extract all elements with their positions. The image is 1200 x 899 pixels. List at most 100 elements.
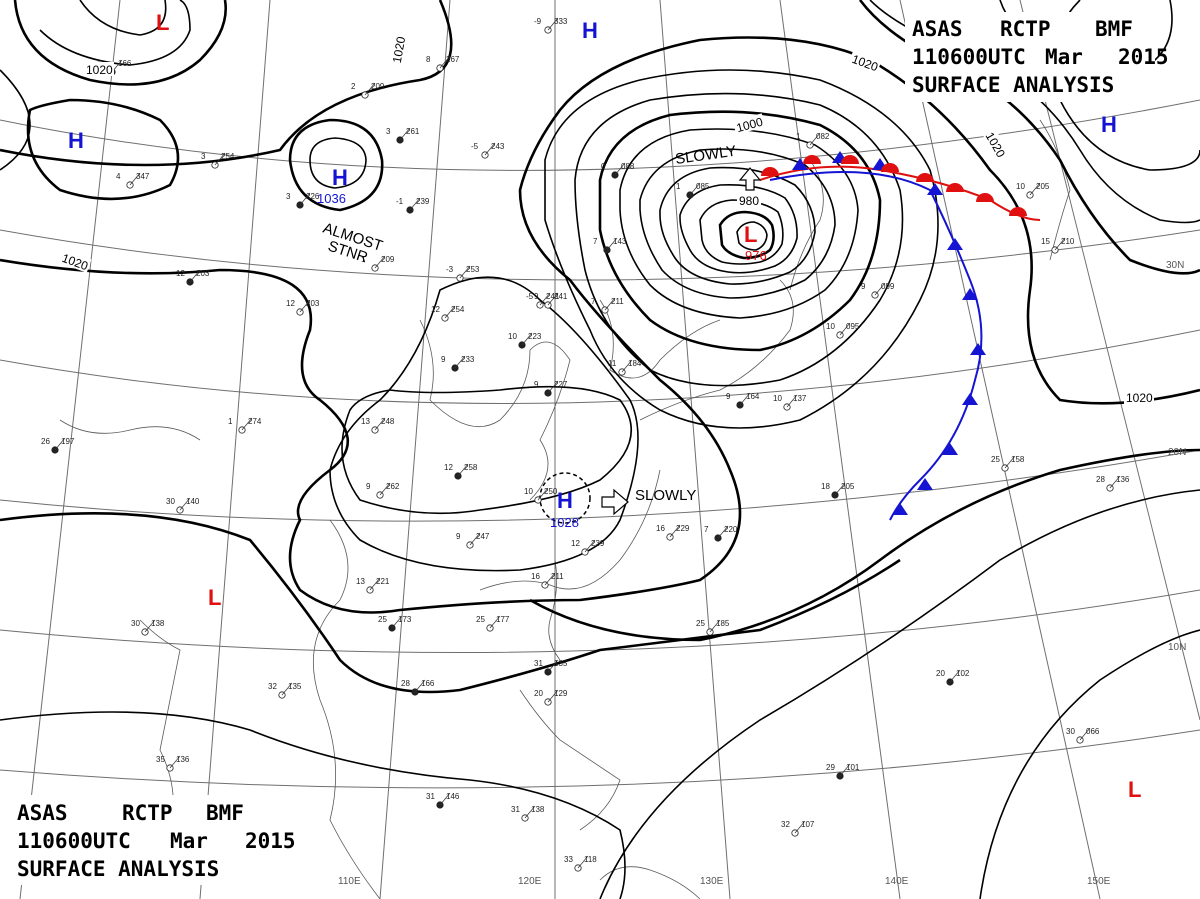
station-plot: 28 136	[1096, 475, 1130, 492]
high-center-4: H	[1101, 112, 1117, 137]
station-pressure: 135	[554, 659, 568, 668]
station-pressure: 166	[421, 679, 435, 688]
station-temp: 9	[441, 355, 446, 364]
wind-barb	[214, 152, 226, 166]
station-plot: 9 099	[861, 282, 895, 299]
wind-barb	[189, 269, 201, 283]
wind-barb	[129, 172, 141, 186]
station-plot: 13 248	[361, 417, 395, 434]
svg-text:1020: 1020	[390, 35, 408, 64]
wind-barb	[604, 297, 616, 311]
cold-front	[769, 171, 983, 521]
station-temp: 32	[781, 820, 790, 829]
wind-barb	[399, 127, 411, 141]
motion-arrow-east	[601, 488, 629, 516]
station-pressure: 211	[551, 572, 564, 581]
wind-barb	[524, 805, 536, 819]
svg-text:2015: 2015	[1118, 45, 1169, 69]
low-pressure-value: 976	[745, 248, 767, 263]
station-pressure: 140	[186, 497, 200, 506]
wind-barb	[834, 482, 846, 496]
station-pressure: 258	[464, 463, 478, 472]
station-plot: 12 239	[571, 539, 605, 556]
station-plot: 18 205	[821, 482, 855, 499]
station-pressure: 243	[491, 142, 505, 151]
station-pressure: 184	[628, 359, 642, 368]
high-pressure-value-1028: 1028	[550, 515, 579, 530]
station-temp: 13	[361, 417, 370, 426]
station-plot: 25 177	[476, 615, 510, 632]
svg-text:980: 980	[739, 194, 759, 208]
wind-barb	[614, 162, 626, 176]
station-pressure: 205	[841, 482, 855, 491]
station-pressure: 254	[221, 152, 235, 161]
wind-barb	[521, 332, 533, 346]
station-plot: 9 227	[534, 380, 568, 397]
station-plot: 10 137	[773, 394, 807, 411]
svg-text:L: L	[744, 222, 757, 247]
station-temp: 9	[534, 292, 539, 301]
station-pressure: 143	[613, 237, 627, 246]
station-plot: 9 241	[534, 292, 568, 309]
station-pressure: 211	[611, 297, 624, 306]
station-pressure: 085	[696, 182, 710, 191]
station-plot: -5 243	[471, 142, 505, 159]
station-pressure: 205	[1036, 182, 1050, 191]
station-temp: 31	[426, 792, 435, 801]
wind-barb	[606, 237, 618, 251]
warm-front-semicircle	[881, 163, 899, 172]
station-plot: 7 220	[704, 525, 738, 542]
low-center-4: L 976	[744, 222, 767, 263]
wind-barb	[547, 17, 559, 31]
station-temp: 25	[378, 615, 387, 624]
station-plot: 31 146	[426, 792, 460, 809]
station-pressure: 254	[451, 305, 465, 314]
motion-arrow-north	[738, 167, 762, 191]
svg-text:2015: 2015	[245, 829, 296, 853]
station-pressure: 247	[476, 532, 490, 541]
wind-barb	[584, 539, 596, 553]
station-temp: 28	[401, 679, 410, 688]
station-temp: 18	[821, 482, 830, 491]
station-plot: 28 166	[401, 679, 435, 696]
wind-barb	[299, 192, 311, 206]
station-plot: 2 209	[351, 82, 385, 99]
svg-text:H: H	[68, 128, 84, 153]
wind-barb	[379, 482, 391, 496]
wind-barb	[839, 763, 851, 777]
cold-front-triangle	[892, 503, 908, 515]
lat-label-20n: 20N	[1168, 447, 1186, 458]
title-block-top: ASAS RCTP BMF 110600UTC Mar 2015 SURFACE…	[905, 12, 1169, 102]
station-temp: 31	[511, 805, 520, 814]
station-pressure: 203	[196, 269, 210, 278]
wind-barb	[537, 487, 549, 501]
station-pressure: 267	[446, 55, 460, 64]
wind-barb	[439, 55, 451, 69]
wind-barb	[689, 182, 701, 196]
station-plot: 0 088	[601, 162, 635, 179]
front-symbols	[761, 151, 1027, 515]
station-pressure: 220	[724, 525, 738, 534]
wind-barb	[949, 669, 961, 683]
station-pressure: 248	[381, 417, 395, 426]
svg-text:H: H	[332, 165, 348, 190]
svg-text:1020: 1020	[1126, 391, 1153, 405]
station-pressure: 129	[554, 689, 568, 698]
warm-front-semicircle	[976, 193, 994, 202]
wind-barb	[786, 394, 798, 408]
station-plot: 12 203	[176, 269, 210, 286]
station-pressure: 262	[386, 482, 400, 491]
station-pressure: 274	[248, 417, 262, 426]
station-plot: 10 205	[1016, 182, 1050, 199]
svg-text:1020: 1020	[86, 63, 113, 77]
station-pressure: 173	[398, 615, 412, 624]
svg-text:1000: 1000	[735, 115, 765, 136]
wind-barb	[1109, 475, 1121, 489]
lon-label-110e: 110E	[338, 876, 361, 887]
svg-text:ASAS: ASAS	[17, 801, 68, 825]
station-plot: 10 095	[826, 322, 860, 339]
station-pressure: 138	[151, 619, 165, 628]
station-plot: 4 347	[116, 172, 150, 189]
wind-barb	[1079, 727, 1091, 741]
